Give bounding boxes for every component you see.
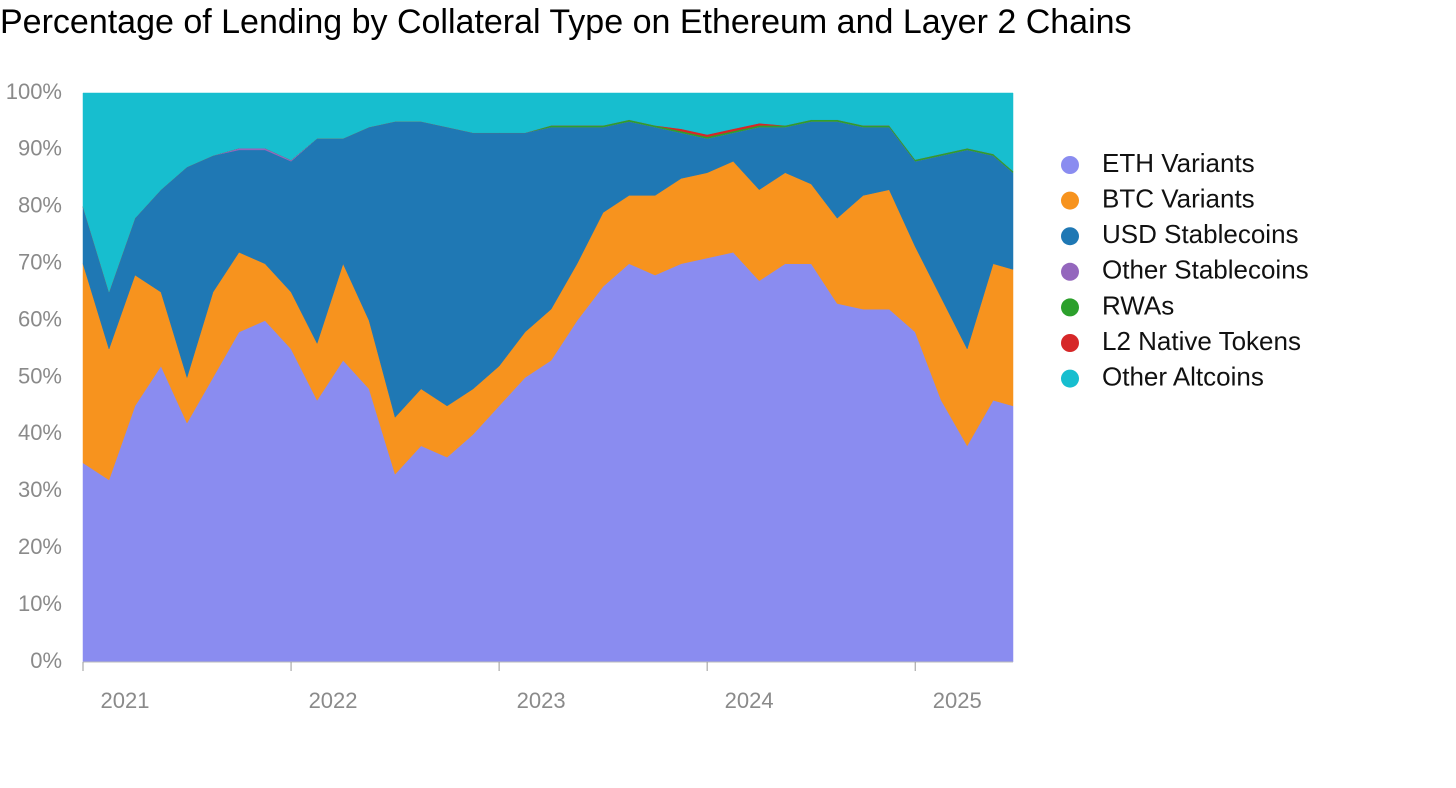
chart-title: Percentage of Lending by Collateral Type… — [0, 3, 1132, 41]
x-tick-label: 2024 — [725, 688, 774, 713]
legend-marker — [1061, 227, 1079, 246]
legend-label: L2 Native Tokens — [1102, 326, 1301, 356]
y-tick-label: 30% — [18, 477, 62, 502]
y-tick-label: 20% — [18, 534, 62, 559]
legend-marker — [1061, 298, 1079, 317]
legend-marker — [1061, 262, 1079, 281]
y-tick-label: 0% — [30, 648, 62, 673]
y-tick-label: 100% — [6, 79, 62, 104]
legend-label: ETH Variants — [1102, 148, 1255, 178]
y-tick-label: 40% — [18, 420, 62, 445]
legend-label: Other Stablecoins — [1102, 255, 1309, 285]
y-tick-label: 60% — [18, 306, 62, 331]
x-tick-label: 2021 — [101, 688, 150, 713]
legend-label: RWAs — [1102, 290, 1174, 320]
legend-marker — [1061, 334, 1079, 352]
y-tick-label: 50% — [18, 363, 62, 388]
y-tick-label: 80% — [18, 193, 62, 218]
legend-label: Other Altcoins — [1102, 361, 1264, 391]
x-tick-label: 2023 — [517, 688, 566, 713]
y-tick-label: 70% — [18, 250, 62, 275]
y-tick-label: 10% — [18, 591, 62, 616]
legend-marker — [1061, 369, 1079, 388]
x-tick-label: 2025 — [933, 688, 982, 713]
legend-marker — [1061, 156, 1079, 174]
legend-marker — [1061, 191, 1079, 210]
area — [82, 92, 1014, 293]
x-tick-label: 2022 — [309, 688, 358, 713]
legend-label: BTC Variants — [1102, 183, 1255, 213]
y-tick-label: 90% — [18, 136, 62, 161]
legend-label: USD Stablecoins — [1102, 219, 1299, 249]
